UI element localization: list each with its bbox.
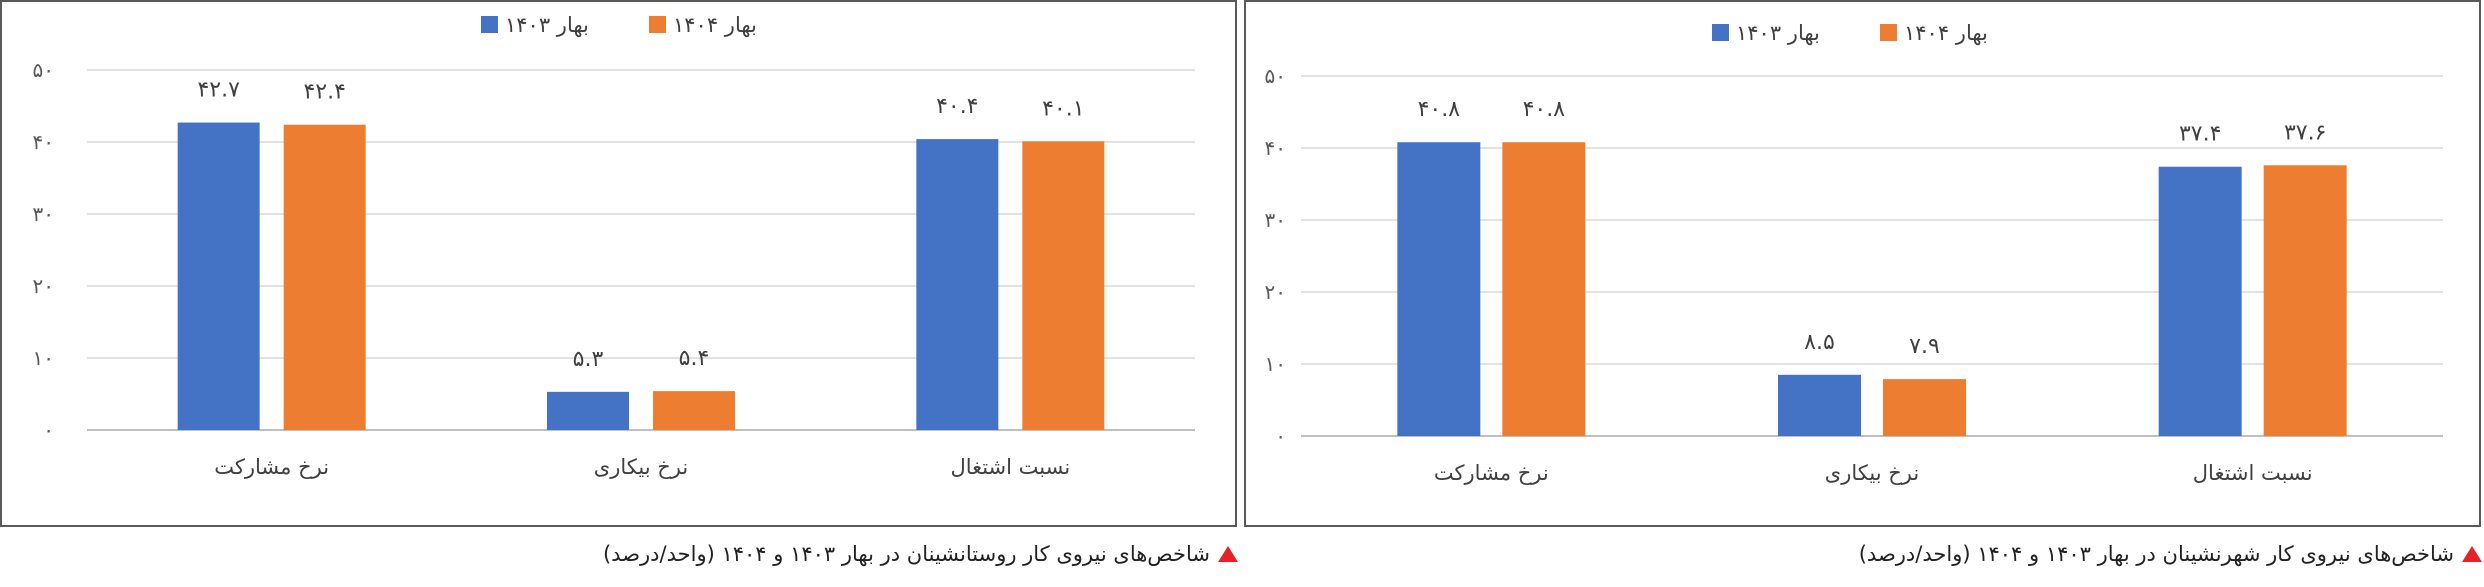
y-tick-label: ۰ (43, 418, 54, 442)
bar (177, 122, 260, 430)
data-label: ۷.۹ (1909, 334, 1940, 359)
legend-swatch (649, 16, 666, 33)
legend-swatch (1880, 24, 1897, 41)
y-tick-label: ۵۰ (1265, 64, 1286, 88)
y-tick-label: ۵۰ (33, 58, 54, 82)
bar (2263, 165, 2347, 436)
rural-chart-frame: ۰ ۱۰ ۲۰ ۳۰ ۴۰ ۵۰ ۴۲.۷ ۴۲.۴ نرخ مشارکت ۵.۳ ۵.۴ نرخ ب… (0, 0, 1237, 527)
bar (283, 124, 366, 430)
legend-swatch (1712, 24, 1729, 41)
bar (653, 391, 735, 430)
category-label: نرخ بیکاری (594, 455, 688, 479)
y-tick-label: ۳۰ (1265, 208, 1286, 232)
bar (547, 391, 629, 430)
category-label: نسبت اشتغال (2193, 461, 2313, 485)
y-tick-label: ۱۰ (1265, 352, 1286, 376)
red-triangle-icon (2462, 546, 2482, 562)
bar (1502, 142, 1586, 437)
data-label: ۵.۳ (573, 347, 604, 372)
data-label: ۴۰.۱ (1042, 96, 1084, 121)
rural-chart-caption: شاخص‌های نیروی کار روستانشینان در بهار ۱… (603, 536, 1238, 572)
bar (1778, 374, 1861, 436)
bar (1022, 141, 1105, 430)
rural-caption-text: شاخص‌های نیروی کار روستانشینان در بهار ۱… (602, 542, 1210, 566)
y-tick-label: ۲۰ (1265, 280, 1286, 304)
urban-chart: ۰ ۱۰ ۲۰ ۳۰ ۴۰ ۵۰ ۴۰.۸ ۴۰.۸ نرخ مشارکت ۸.۵ ۷.۹ نرخ ب… (1265, 21, 2443, 485)
data-label: ۴۰.۸ (1418, 97, 1461, 122)
urban-chart-frame: ۰ ۱۰ ۲۰ ۳۰ ۴۰ ۵۰ ۴۰.۸ ۴۰.۸ نرخ مشارکت ۸.۵ ۷.۹ نرخ ب… (1244, 0, 2481, 527)
y-tick-label: ۴۰ (33, 130, 54, 154)
y-tick-label: ۰ (1275, 424, 1286, 448)
data-label: ۵.۴ (679, 346, 710, 371)
legend-swatch (481, 16, 498, 33)
legend-label: بهار ۱۴۰۳ (1736, 21, 1820, 45)
data-label: ۸.۵ (1804, 330, 1835, 355)
urban-chart-panel: ۰ ۱۰ ۲۰ ۳۰ ۴۰ ۵۰ ۴۰.۸ ۴۰.۸ نرخ مشارکت ۸.۵ ۷.۹ نرخ ب… (1244, 0, 2484, 587)
data-label: ۳۷.۶ (2284, 120, 2326, 145)
urban-chart-caption: شاخص‌های نیروی کار شهرنشینان در بهار ۱۴۰… (1859, 536, 2482, 572)
red-triangle-icon (1218, 546, 1238, 562)
data-label: ۴۲.۴ (303, 80, 345, 105)
legend-label: بهار ۱۴۰۴ (673, 13, 757, 37)
legend-label: بهار ۱۴۰۳ (505, 13, 589, 37)
bar (1883, 379, 1966, 436)
rural-chart-panel: ۰ ۱۰ ۲۰ ۳۰ ۴۰ ۵۰ ۴۲.۷ ۴۲.۴ نرخ مشارکت ۵.۳ ۵.۴ نرخ ب… (0, 0, 1240, 587)
category-label: نسبت اشتغال (950, 455, 1070, 479)
y-tick-label: ۱۰ (33, 346, 54, 370)
category-label: نرخ مشارکت (214, 455, 329, 479)
data-label: ۳۷.۴ (2179, 122, 2221, 147)
bar (1397, 142, 1481, 437)
data-label: ۴۰.۸ (1523, 97, 1566, 122)
data-label: ۴۰.۴ (936, 94, 978, 119)
y-tick-label: ۳۰ (33, 202, 54, 226)
rural-chart: ۰ ۱۰ ۲۰ ۳۰ ۴۰ ۵۰ ۴۲.۷ ۴۲.۴ نرخ مشارکت ۵.۳ ۵.۴ نرخ ب… (33, 13, 1195, 479)
y-tick-label: ۲۰ (33, 274, 54, 298)
category-label: نرخ مشارکت (1434, 461, 1549, 485)
urban-caption-text: شاخص‌های نیروی کار شهرنشینان در بهار ۱۴۰… (1858, 542, 2454, 566)
data-label: ۴۲.۷ (197, 78, 240, 103)
y-tick-label: ۴۰ (1265, 136, 1286, 160)
legend-label: بهار ۱۴۰۴ (1904, 21, 1988, 45)
category-label: نرخ بیکاری (1825, 461, 1919, 485)
bar (916, 139, 999, 430)
bar (2158, 166, 2242, 436)
